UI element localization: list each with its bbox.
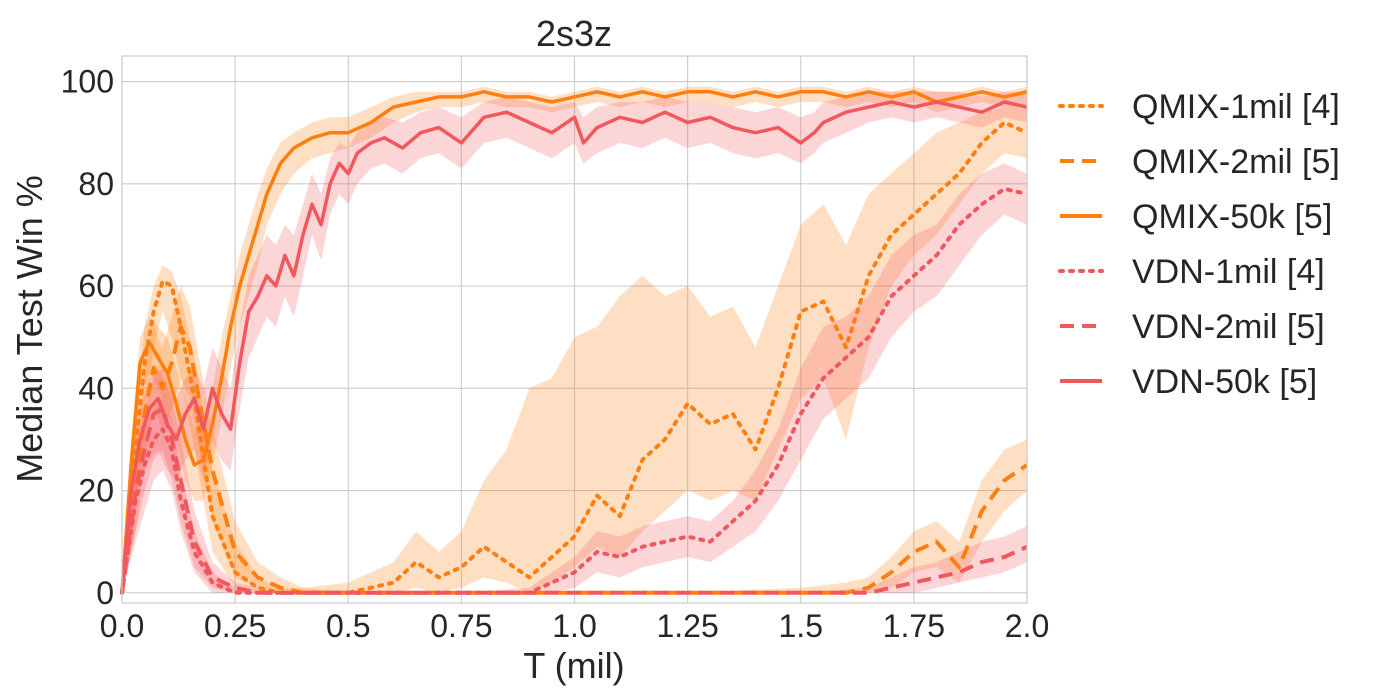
y-tick-label: 100	[61, 64, 114, 100]
y-tick-label: 0	[96, 575, 114, 611]
x-tick-label: 0.5	[326, 608, 370, 644]
band-qmix-1mil-4	[122, 102, 1027, 593]
y-axis-label: Median Test Win %	[9, 175, 50, 482]
x-axis-label: T (mil)	[523, 645, 624, 686]
y-tick-label: 60	[78, 268, 114, 304]
legend-label: QMIX-2mil [5]	[1132, 143, 1340, 181]
legend-label: VDN-50k [5]	[1132, 363, 1317, 401]
y-tick-label: 20	[78, 473, 114, 509]
x-tick-label: 1.75	[883, 608, 945, 644]
series-line-vdn-2mil-5	[120, 406, 1028, 595]
y-tick-label: 80	[78, 166, 114, 202]
series-line-vdn-1mil-4	[120, 186, 1029, 595]
series-line-qmix-50k-5	[120, 90, 1028, 593]
legend-entry-vdn-50k-5: VDN-50k [5]	[1060, 363, 1317, 401]
x-tick-label: 0.0	[100, 608, 144, 644]
y-axis-ticks: 0 20 40 60 80 100	[61, 64, 114, 611]
legend-entry-vdn-1mil-4: VDN-1mil [4]	[1058, 253, 1325, 291]
series-lines	[120, 90, 1029, 595]
legend-label: VDN-2mil [5]	[1132, 308, 1325, 346]
legend-entry-qmix-50k-5: QMIX-50k [5]	[1060, 198, 1332, 236]
legend-label: QMIX-1mil [4]	[1132, 88, 1340, 126]
band-qmix-2mil-5	[122, 286, 1027, 593]
x-axis-ticks: 0.0 0.25 0.5 0.75 1.0 1.25 1.5 1.75 2.0	[100, 608, 1049, 644]
y-tick-label: 40	[78, 370, 114, 406]
x-tick-label: 1.25	[656, 608, 718, 644]
legend: QMIX-1mil [4] QMIX-2mil [5] QMIX-50k [5] VD…	[1058, 88, 1340, 401]
legend-entry-qmix-2mil-5: QMIX-2mil [5]	[1060, 143, 1340, 181]
x-tick-label: 1.0	[552, 608, 596, 644]
plot-frame	[121, 55, 1028, 604]
series-line-vdn-50k-5	[120, 100, 1028, 593]
legend-entry-vdn-2mil-5: VDN-2mil [5]	[1060, 308, 1325, 346]
band-vdn-1mil-4	[122, 163, 1027, 593]
legend-label: VDN-1mil [4]	[1132, 253, 1325, 291]
x-tick-label: 2.0	[1005, 608, 1049, 644]
band-vdn-2mil-5	[122, 367, 1027, 593]
chart-title: 2s3z	[536, 13, 612, 54]
legend-label: QMIX-50k [5]	[1132, 198, 1332, 236]
x-tick-label: 1.5	[779, 608, 823, 644]
confidence-bands	[122, 86, 1027, 593]
x-tick-label: 0.25	[204, 608, 266, 644]
legend-entry-qmix-1mil-4: QMIX-1mil [4]	[1058, 88, 1340, 126]
x-tick-label: 0.75	[430, 608, 492, 644]
